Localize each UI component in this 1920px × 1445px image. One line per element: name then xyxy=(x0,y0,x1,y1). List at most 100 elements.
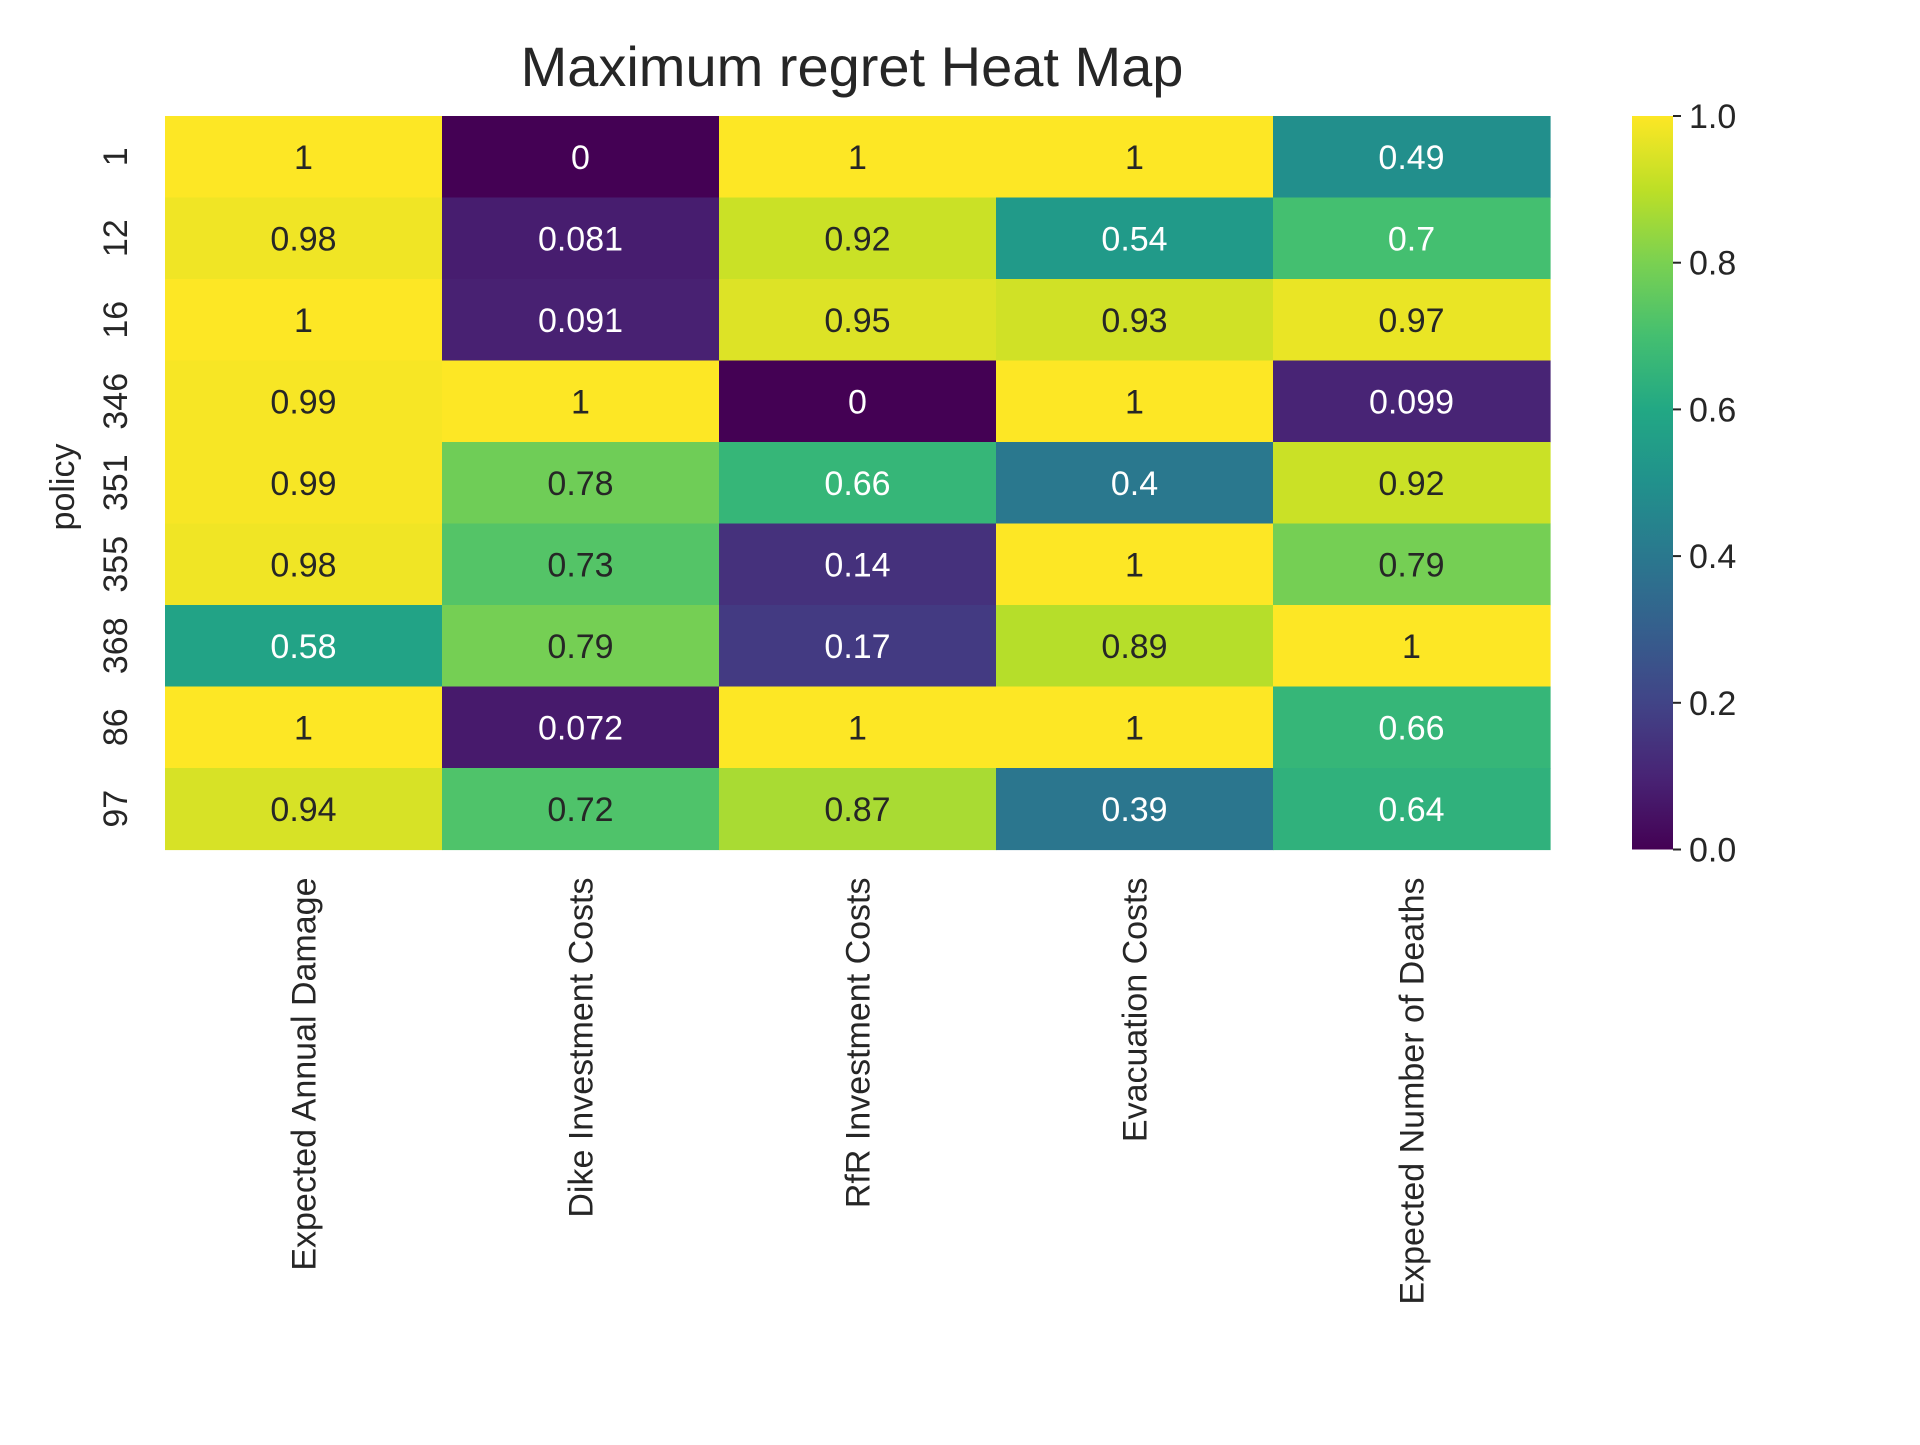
cell-annotation: 1 xyxy=(294,709,313,747)
heatmap-cell xyxy=(165,197,443,280)
x-tick-label: RfR Investment Costs xyxy=(840,878,878,1209)
heatmap-cell xyxy=(719,279,997,362)
heatmap-cell xyxy=(719,523,997,606)
cell-annotation: 0.091 xyxy=(538,302,623,340)
cell-annotation: 0.87 xyxy=(824,791,890,829)
heatmap-cell xyxy=(996,442,1274,525)
cell-annotation: 1 xyxy=(848,709,867,747)
heatmap-cell xyxy=(996,686,1274,769)
cell-annotation: 0 xyxy=(571,139,590,177)
heatmap-cell xyxy=(442,116,720,199)
heatmap-cell xyxy=(1273,197,1551,280)
colorbar-tick-label: 0.4 xyxy=(1689,538,1736,576)
cell-annotation: 0.66 xyxy=(824,465,890,503)
cell-annotation: 0.94 xyxy=(270,791,336,829)
heatmap-cell xyxy=(1273,768,1551,851)
cell-annotation: 0.98 xyxy=(270,220,336,258)
heatmap-cell xyxy=(996,605,1274,688)
colorbar-tick-label: 0.0 xyxy=(1689,832,1736,870)
y-axis-label: policy xyxy=(44,444,82,531)
x-tick-label: Dike Investment Costs xyxy=(563,878,601,1218)
heatmap-cell xyxy=(996,197,1274,280)
cell-annotation: 1 xyxy=(1402,628,1421,666)
cell-annotation: 0.17 xyxy=(824,628,890,666)
y-tick-label: 346 xyxy=(97,373,135,430)
cell-annotations: 1 0 1 1 0.49 0.98 0.081 0.92 0.54 0.7 1 0.091 0.95 0.… xyxy=(270,139,1454,829)
y-tick-labels: 1 12 16 346 351 355 368 86 97 xyxy=(97,147,135,827)
heatmap-cell xyxy=(165,605,443,688)
heatmap-cell xyxy=(719,360,997,443)
heatmap-cell xyxy=(1273,116,1551,199)
heatmap-cell xyxy=(165,442,443,525)
colorbar-tick-label: 0.8 xyxy=(1689,245,1736,283)
y-tick-label: 355 xyxy=(97,536,135,593)
colorbar-tick-label: 0.2 xyxy=(1689,685,1736,723)
heatmap-cell xyxy=(442,197,720,280)
heatmap-cell xyxy=(442,279,720,362)
cell-annotation: 1 xyxy=(294,139,313,177)
cell-annotation: 0.99 xyxy=(270,383,336,421)
cell-annotation: 1 xyxy=(1125,709,1144,747)
cell-annotation: 0.98 xyxy=(270,546,336,584)
heatmap-cell xyxy=(719,116,997,199)
heatmap-cell xyxy=(442,442,720,525)
cell-annotation: 0.89 xyxy=(1101,628,1167,666)
heatmap-cell xyxy=(165,279,443,362)
cell-annotation: 0.93 xyxy=(1101,302,1167,340)
colorbar-gradient xyxy=(1632,116,1673,850)
heatmap-cell xyxy=(996,360,1274,443)
heatmap-cell xyxy=(996,279,1274,362)
chart-title: Maximum regret Heat Map xyxy=(521,35,1184,98)
cell-annotation: 0.99 xyxy=(270,465,336,503)
heatmap-cell xyxy=(442,605,720,688)
cell-annotation: 0.78 xyxy=(547,465,613,503)
y-tick-label: 351 xyxy=(97,454,135,511)
cell-annotation: 1 xyxy=(1125,546,1144,584)
x-tick-label: Expected Annual Damage xyxy=(286,878,324,1271)
cell-annotation: 0.14 xyxy=(824,546,890,584)
heatmap-cell xyxy=(442,523,720,606)
colorbar: 0.0 0.2 0.4 0.6 0.8 1.0 xyxy=(1632,98,1736,870)
cell-annotation: 0.58 xyxy=(270,628,336,666)
heatmap-cell xyxy=(719,686,997,769)
cell-annotation: 0.49 xyxy=(1378,139,1444,177)
cell-annotation: 0.081 xyxy=(538,220,623,258)
heatmap-cell xyxy=(1273,279,1551,362)
cell-annotation: 0.95 xyxy=(824,302,890,340)
x-tick-label: Evacuation Costs xyxy=(1117,878,1155,1143)
heatmap-cell xyxy=(165,686,443,769)
cell-annotation: 0.54 xyxy=(1101,220,1167,258)
y-tick-label: 12 xyxy=(97,219,135,257)
heatmap-cell xyxy=(719,768,997,851)
heatmap-cell xyxy=(996,523,1274,606)
heatmap-cell xyxy=(442,768,720,851)
heatmap-cell xyxy=(1273,523,1551,606)
heatmap-cell xyxy=(1273,605,1551,688)
colorbar-tick-label: 1.0 xyxy=(1689,98,1736,136)
heatmap-cell xyxy=(165,116,443,199)
x-tick-label: Expected Number of Deaths xyxy=(1394,878,1432,1305)
x-tick-labels: Expected Annual Damage Dike Investment Co… xyxy=(286,878,1432,1305)
heatmap-cell xyxy=(1273,360,1551,443)
cell-annotation: 0.72 xyxy=(547,791,613,829)
cell-annotation: 0.099 xyxy=(1369,383,1454,421)
cell-annotation: 1 xyxy=(294,302,313,340)
heatmap-cell xyxy=(1273,442,1551,525)
cell-annotation: 1 xyxy=(1125,139,1144,177)
heatmap-cell xyxy=(1273,686,1551,769)
cell-annotation: 0.92 xyxy=(824,220,890,258)
cell-annotation: 0.39 xyxy=(1101,791,1167,829)
y-tick-label: 97 xyxy=(97,790,135,828)
heatmap-cell xyxy=(165,768,443,851)
cell-annotation: 0.73 xyxy=(547,546,613,584)
heatmap-cell xyxy=(165,523,443,606)
heatmap-cell xyxy=(442,360,720,443)
cell-annotation: 0.4 xyxy=(1111,465,1158,503)
cell-annotation: 0.79 xyxy=(1378,546,1444,584)
cell-annotation: 1 xyxy=(848,139,867,177)
colorbar-tick-label: 0.6 xyxy=(1689,391,1736,429)
heatmap-cells xyxy=(165,116,1551,851)
heatmap-cell xyxy=(996,768,1274,851)
y-tick-label: 16 xyxy=(97,301,135,339)
